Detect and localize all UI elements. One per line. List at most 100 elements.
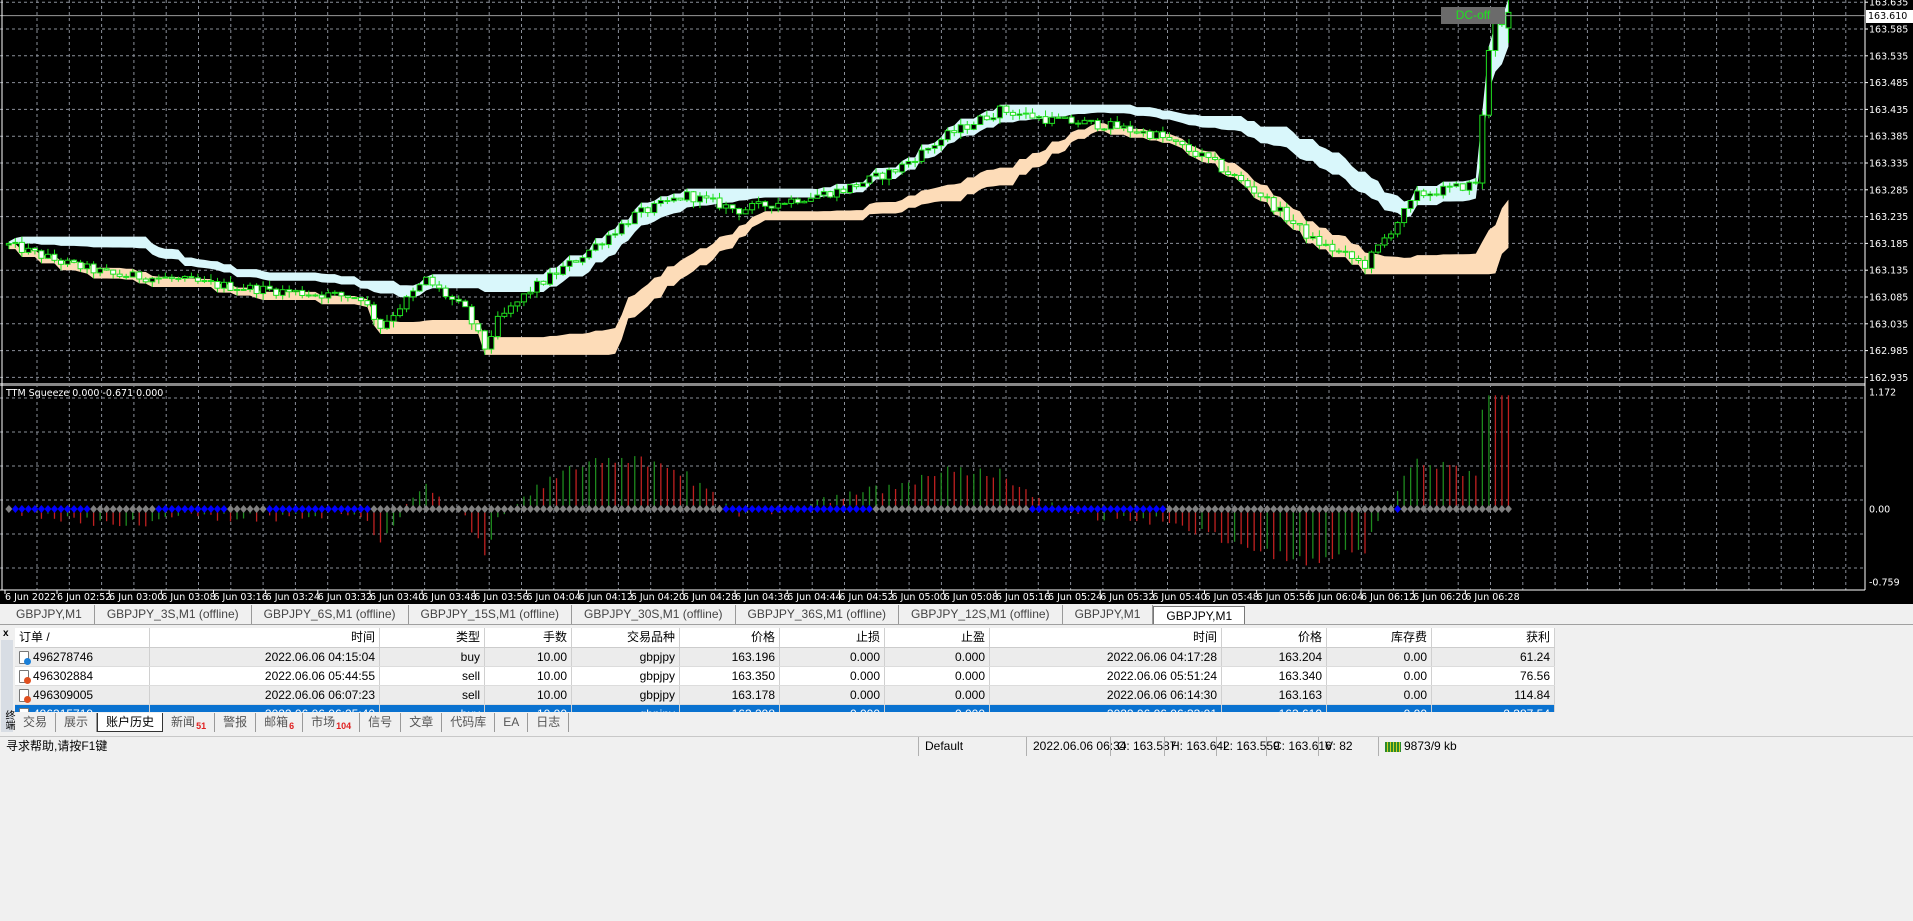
squeeze-dot [318, 505, 326, 513]
bar-volume: V: 82 [1318, 737, 1378, 756]
candle [390, 311, 397, 328]
tab-badge: 104 [336, 721, 352, 731]
squeeze-dot [1218, 505, 1226, 513]
table-cell: 2022.06.06 05:51:24 [990, 667, 1222, 685]
chart-tab[interactable]: GBPJPY,M1 [1153, 606, 1246, 624]
terminal-tab[interactable]: 邮箱6 [256, 713, 304, 732]
column-header[interactable]: 交易品种 [572, 628, 680, 647]
candle [110, 269, 117, 279]
squeeze-dot [761, 505, 769, 513]
candle [827, 190, 834, 199]
scrollbar[interactable] [1556, 628, 1913, 712]
terminal-tab[interactable]: 交易 [15, 713, 57, 732]
chart-tab[interactable]: GBPJPY_36S,M1 (offline) [736, 605, 900, 624]
terminal-tab[interactable]: 信号 [360, 713, 402, 732]
terminal-tab[interactable]: 展示 [56, 713, 98, 732]
price-chart[interactable]: 163.635 163.585 163.535 163.485 163.435 163.3… [0, 0, 1913, 604]
chart-tab[interactable]: GBPJPY_30S,M1 (offline) [572, 605, 736, 624]
candle [886, 167, 893, 186]
column-header[interactable]: 订单 / [15, 628, 150, 647]
chart-tab[interactable]: GBPJPY,M1 [1063, 605, 1154, 624]
column-header[interactable]: 手数 [485, 628, 572, 647]
time-tick-label: 6 Jun 06:28 [1465, 592, 1519, 603]
candle [1466, 180, 1473, 195]
candle [729, 204, 736, 213]
terminal-tab[interactable]: 市场104 [303, 713, 361, 732]
squeeze-dot [1465, 505, 1473, 513]
squeeze-dot [539, 505, 547, 513]
candle [547, 267, 553, 286]
candle [1251, 180, 1258, 198]
table-cell: sell [380, 667, 485, 685]
column-header[interactable]: 止盈 [885, 628, 990, 647]
squeeze-dot [363, 505, 371, 513]
chart-tab[interactable]: GBPJPY,M1 [4, 605, 95, 624]
candle [1120, 123, 1127, 132]
table-row[interactable]: 496309005 2022.06.06 06:07:23 sell 10.00 gbp… [15, 686, 1555, 705]
candle [957, 118, 964, 139]
candle [736, 207, 743, 221]
candle [657, 196, 664, 207]
squeeze-dot [807, 505, 815, 513]
profile-name[interactable]: Default [918, 737, 1026, 756]
table-cell: 0.00 [1327, 705, 1432, 712]
table-row[interactable]: 496278746 2022.06.06 04:15:04 buy 10.00 gbpj… [15, 648, 1555, 667]
candle [331, 290, 338, 296]
time-tick-label: 6 Jun 05:24 [1048, 592, 1102, 603]
column-header[interactable]: 止损 [780, 628, 885, 647]
chart-tab[interactable]: GBPJPY_12S,M1 (offline) [899, 605, 1063, 624]
terminal-tab[interactable]: 代码库 [442, 713, 496, 732]
squeeze-dot [103, 505, 111, 513]
squeeze-dot [507, 505, 515, 513]
squeeze-dot [1413, 505, 1421, 513]
candle [1088, 119, 1095, 125]
candle [410, 287, 417, 302]
terminal-tab[interactable]: 新闻51 [163, 713, 216, 732]
squeeze-dot [813, 505, 821, 513]
close-icon[interactable]: x [3, 628, 9, 639]
table-row[interactable]: 496315719 2022.06.06 06:25:40buy10.00gbpj… [15, 705, 1555, 712]
candle [1459, 183, 1466, 192]
candle [742, 206, 749, 215]
terminal-tab[interactable]: 警报 [215, 713, 257, 732]
table-row[interactable]: 496302884 2022.06.06 05:44:55 sell 10.00 gbp… [15, 667, 1555, 686]
column-header[interactable]: 类型 [380, 628, 485, 647]
squeeze-dot [1400, 505, 1408, 513]
terminal-tab[interactable]: 账户历史 [97, 713, 164, 732]
indicator-tick-label: -0.759 [1869, 578, 1900, 589]
chart-tab[interactable]: GBPJPY_3S,M1 (offline) [95, 605, 252, 624]
dc-off-button[interactable]: DC-off [1441, 7, 1505, 24]
candle [1166, 132, 1173, 141]
terminal-panel: x 终端 订单 / 时间 类型 手数 交易品种 价格 止损 止盈 时间 价格 库存费 获利 496278… [0, 626, 1913, 734]
column-header[interactable]: 获利 [1432, 628, 1555, 647]
chart-canvas[interactable]: 163.635 163.585 163.535 163.485 163.435 163.3… [0, 0, 1913, 604]
table-cell: 0.000 [780, 648, 885, 666]
squeeze-dot [1491, 505, 1499, 513]
squeeze-dot [918, 505, 926, 513]
candles [5, 0, 1512, 355]
terminal-tab[interactable]: 文章 [401, 713, 443, 732]
squeeze-dot [970, 505, 978, 513]
column-header[interactable]: 时间 [150, 628, 380, 647]
column-header[interactable]: 价格 [680, 628, 780, 647]
connection-status[interactable]: 9873/9 kb [1378, 737, 1463, 756]
column-header[interactable]: 库存费 [1327, 628, 1432, 647]
terminal-tab[interactable]: 日志 [528, 713, 570, 732]
column-header[interactable]: 价格 [1222, 628, 1327, 647]
candle [775, 197, 782, 213]
time-tick-label: 6 Jun 06:20 [1413, 592, 1467, 603]
candle [507, 302, 514, 318]
squeeze-dot [1348, 505, 1356, 513]
column-header[interactable]: 时间 [990, 628, 1222, 647]
chart-tab[interactable]: GBPJPY_6S,M1 (offline) [252, 605, 409, 624]
chart-tab[interactable]: GBPJPY_15S,M1 (offline) [409, 605, 573, 624]
candle [892, 169, 899, 175]
candle [1199, 148, 1205, 162]
terminal-tab[interactable]: EA [495, 713, 529, 732]
candle [227, 276, 234, 291]
candle [768, 205, 775, 214]
squeeze-dot [657, 505, 665, 513]
squeeze-dot [1439, 505, 1447, 513]
price-tick-label: 163.385 [1869, 132, 1908, 143]
candle [820, 187, 827, 198]
